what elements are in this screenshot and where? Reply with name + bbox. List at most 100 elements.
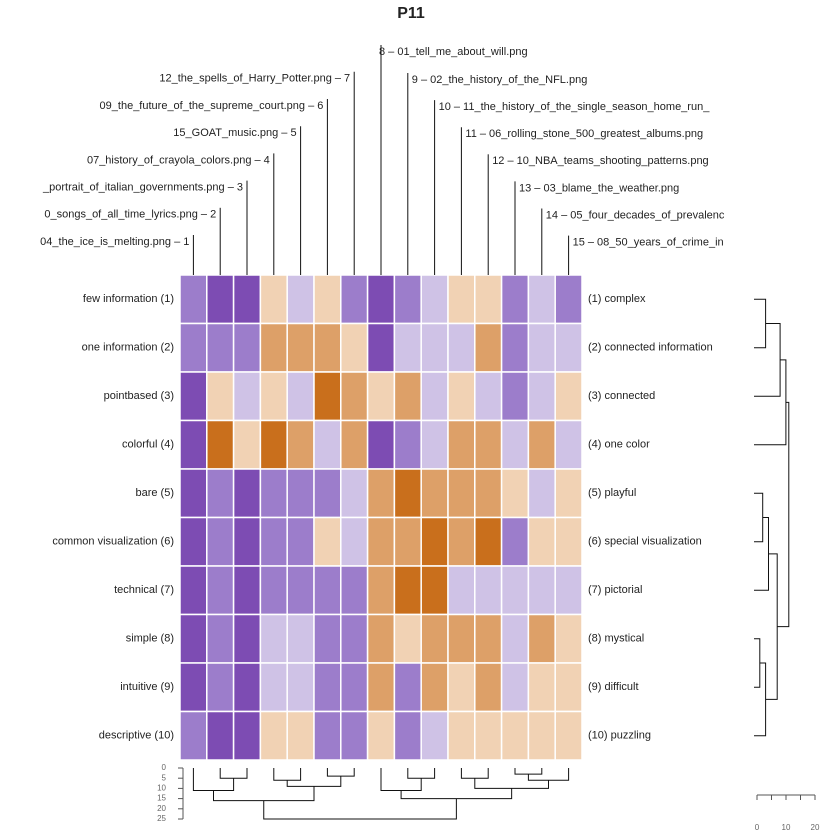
heatmap-cell — [447, 565, 476, 616]
heatmap-cell — [179, 468, 208, 519]
heatmap-cell — [527, 322, 556, 373]
heatmap-cell — [179, 613, 208, 664]
heatmap-cell — [179, 419, 208, 470]
column-label: 0_songs_of_all_time_lyrics.png – 2 — [44, 209, 216, 221]
heatmap-cell — [286, 468, 315, 519]
heatmap-cell — [206, 710, 235, 761]
row-label-right: (2) connected information — [588, 342, 713, 354]
heatmap-cell — [232, 419, 262, 470]
column-label: 8 – 01_tell_me_about_will.png — [379, 46, 528, 58]
heatmap-cell — [447, 613, 476, 664]
heatmap-cell — [259, 565, 288, 616]
heatmap-cell — [259, 613, 288, 664]
heatmap-cell — [232, 710, 262, 761]
heatmap-cell — [232, 613, 262, 664]
row-label-right: (4) one color — [588, 439, 650, 451]
dendrogram-link — [754, 638, 761, 688]
dendrogram-link — [192, 768, 235, 791]
heatmap-cell — [366, 274, 396, 325]
row-label-right: (1) complex — [588, 293, 646, 305]
heatmap-cell — [259, 419, 288, 470]
heatmap-cell — [286, 322, 315, 373]
row-label-right: (7) pictorial — [588, 584, 642, 596]
heatmap-cell — [447, 468, 476, 519]
dendrogram-link — [380, 768, 422, 791]
heatmap-cell — [527, 468, 556, 519]
heatmap-cell — [393, 419, 422, 470]
heatmap-cell — [500, 419, 530, 470]
heatmap-cell — [554, 322, 583, 373]
heatmap-cell — [313, 371, 342, 422]
heatmap-cell — [206, 565, 235, 616]
heatmap-cell — [393, 516, 422, 567]
heatmap-cell — [206, 516, 235, 567]
heatmap-cell — [447, 710, 476, 761]
tick-label: 15 — [157, 794, 166, 803]
row-label-right: (9) difficult — [588, 681, 639, 693]
heatmap-cell — [447, 419, 476, 470]
heatmap-cell — [340, 419, 369, 470]
heatmap-cell — [500, 710, 530, 761]
heatmap-cell — [179, 274, 208, 325]
heatmap-cell — [527, 710, 556, 761]
dendrogram-link — [514, 768, 543, 775]
tick-label: 0 — [162, 763, 167, 772]
dendrogram-link — [263, 798, 457, 820]
column-label: 04_the_ice_is_melting.png – 1 — [40, 236, 189, 248]
heatmap-cell — [206, 322, 235, 373]
heatmap-cell — [366, 371, 396, 422]
column-label: 13 – 03_blame_the_weather.png — [519, 182, 679, 194]
heatmap-cell — [474, 371, 503, 422]
heatmap-cell — [420, 274, 449, 325]
heatmap-cell — [500, 468, 530, 519]
row-label-right: (5) playful — [588, 487, 636, 499]
heatmap-cell — [232, 371, 262, 422]
dendrogram-link — [286, 776, 342, 787]
dendrogram-link — [754, 298, 767, 349]
heatmap-cell — [420, 371, 449, 422]
heatmap-cell — [447, 516, 476, 567]
heatmap-cell — [259, 371, 288, 422]
column-label: 10 – 11_the_history_of_the_single_season… — [439, 101, 711, 113]
heatmap-cell — [206, 274, 235, 325]
heatmap-cell — [527, 565, 556, 616]
heatmap-cell — [286, 419, 315, 470]
dendrogram-link — [754, 359, 787, 446]
heatmap-cell — [206, 662, 235, 713]
heatmap-cell — [474, 565, 503, 616]
heatmap-cell — [286, 710, 315, 761]
heatmap-cell — [447, 274, 476, 325]
heatmap-cell — [393, 371, 422, 422]
heatmap-cell — [286, 613, 315, 664]
heatmap-cell — [393, 710, 422, 761]
heatmap-cell — [474, 516, 503, 567]
heatmap-cell — [474, 274, 503, 325]
heatmap-cell — [313, 468, 342, 519]
heatmap-cell — [500, 516, 530, 567]
column-label: 15 – 08_50_years_of_crime_in — [573, 237, 724, 249]
heatmap-cell — [286, 274, 315, 325]
heatmap-cell — [447, 371, 476, 422]
heatmap-cell — [366, 565, 396, 616]
tick-label: 20 — [157, 804, 166, 813]
heatmap-cell — [340, 516, 369, 567]
heatmap-cell — [420, 662, 449, 713]
heatmap-cell — [340, 613, 369, 664]
heatmap-cell — [420, 419, 449, 470]
heatmap-cell — [179, 565, 208, 616]
heatmap-cell — [366, 710, 396, 761]
dendrogram-link — [754, 492, 764, 543]
heatmap-cell — [313, 516, 342, 567]
heatmap-cell — [366, 662, 396, 713]
heatmap-cell — [554, 274, 583, 325]
heatmap-cell — [527, 613, 556, 664]
heatmap-cell — [313, 613, 342, 664]
heatmap-cell — [366, 516, 396, 567]
heatmap-cell — [527, 419, 556, 470]
heatmap-cell — [420, 710, 449, 761]
heatmap-cell — [232, 565, 262, 616]
heatmap-cell — [366, 468, 396, 519]
heatmap-cell — [259, 274, 288, 325]
heatmap-cell — [500, 371, 530, 422]
row-label-left: technical (7) — [114, 584, 174, 596]
